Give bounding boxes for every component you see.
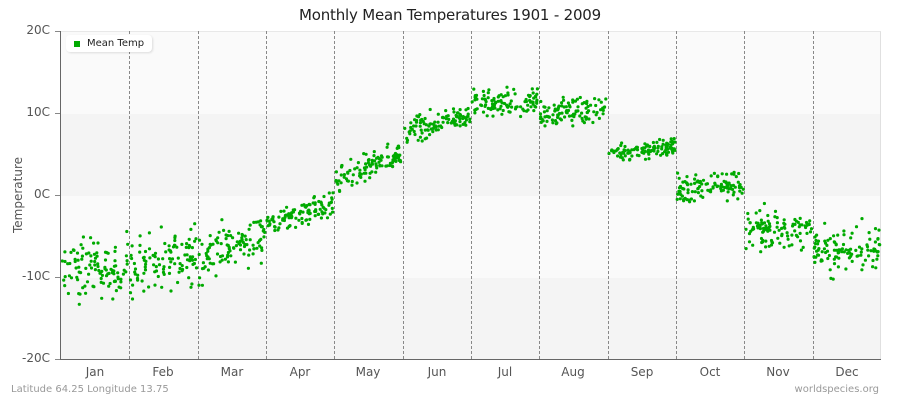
y-tick-label: 20C: [26, 23, 50, 37]
band-10-0: [61, 114, 880, 196]
band-20-10: [61, 32, 880, 114]
y-tick-label: 0C: [33, 187, 50, 201]
month-separator: [813, 31, 814, 359]
source-credit[interactable]: worldspecies.org: [794, 384, 879, 395]
x-tick-label: Mar: [220, 365, 244, 379]
band-0-m10: [61, 196, 880, 278]
x-tick-label: Nov: [766, 365, 790, 379]
x-tick-label: May: [355, 365, 381, 379]
y-tick: [55, 31, 60, 32]
y-tick-label: -20C: [22, 351, 50, 365]
x-tick-label: Apr: [289, 365, 311, 379]
y-tick: [55, 277, 60, 278]
x-tick-label: Sep: [630, 365, 654, 379]
location-caption: Latitude 64.25 Longitude 13.75: [11, 384, 169, 395]
month-separator: [266, 31, 267, 359]
month-separator: [471, 31, 472, 359]
x-tick-label: Oct: [699, 365, 721, 379]
legend-label: Mean Temp: [87, 38, 145, 49]
x-tick-label: Feb: [152, 365, 174, 379]
x-tick-label: Dec: [835, 365, 859, 379]
y-tick-label: -10C: [22, 269, 50, 283]
x-tick-label: Aug: [561, 365, 585, 379]
x-tick-label: Jan: [85, 365, 105, 379]
chart-title: Monthly Mean Temperatures 1901 - 2009: [299, 6, 601, 24]
x-axis: [60, 359, 881, 360]
month-separator: [334, 31, 335, 359]
y-tick: [55, 195, 60, 196]
month-separator: [539, 31, 540, 359]
month-separator: [608, 31, 609, 359]
plot-area: [61, 31, 881, 360]
month-separator: [744, 31, 745, 359]
month-separator: [403, 31, 404, 359]
y-tick: [55, 359, 60, 360]
x-tick-label: Jun: [427, 365, 447, 379]
x-tick-label: Jul: [497, 365, 513, 379]
y-tick: [55, 113, 60, 114]
month-separator: [198, 31, 199, 359]
band-m10-m20: [61, 278, 880, 360]
y-axis-title: Temperature: [11, 157, 25, 234]
y-tick-label: 10C: [26, 105, 50, 119]
legend-swatch-icon: [74, 40, 80, 47]
legend[interactable]: Mean Temp: [66, 35, 153, 52]
y-axis: [60, 31, 61, 360]
month-separator: [129, 31, 130, 359]
